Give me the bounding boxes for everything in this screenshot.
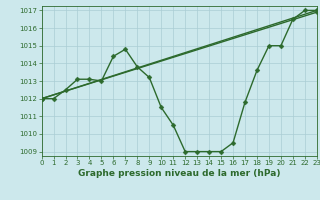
X-axis label: Graphe pression niveau de la mer (hPa): Graphe pression niveau de la mer (hPa) <box>78 169 280 178</box>
